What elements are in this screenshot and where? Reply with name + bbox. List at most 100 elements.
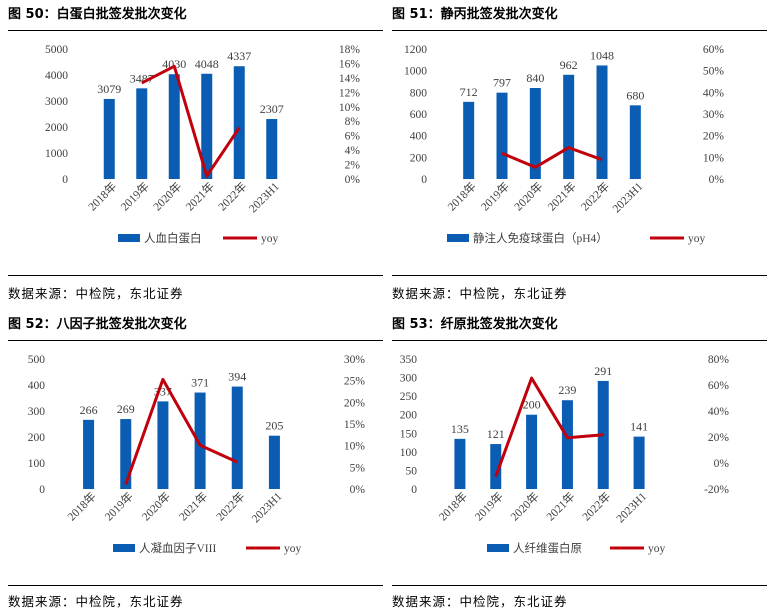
chart-svg: 0 50 100 150 200 250 300 350 -20% 0% 20% 40% 60% 80% 1…: [400, 354, 730, 555]
source-note: 数据来源：中检院，东北证券: [392, 594, 568, 609]
x-tick-label: 2020年: [150, 179, 184, 213]
y2-tick-label: 20%: [708, 432, 730, 444]
y2-tick-label: 60%: [708, 380, 730, 392]
data-label: 394: [228, 370, 246, 384]
y2-tick-label: 50%: [703, 66, 725, 78]
data-label: 239: [558, 383, 576, 397]
x-tick-label: 2021年: [543, 489, 577, 523]
y2-tick-label: 10%: [344, 441, 366, 453]
y-tick-label: 800: [410, 87, 428, 99]
bar: [266, 119, 278, 179]
x-tick-label: 2022年: [213, 489, 247, 523]
yoy-line: [494, 376, 604, 478]
y-tick-label: 0: [421, 174, 427, 186]
chart-panel-51: 图 51：静丙批签发批次变化 0 200 400 600 800 1000 1200 0% 10…: [392, 4, 767, 304]
y2-tick-label: 14%: [339, 73, 361, 85]
data-label: 200: [523, 398, 541, 412]
y2-tick-label: 4%: [345, 145, 361, 157]
y-tick-label: 300: [28, 406, 46, 418]
bar: [268, 435, 280, 489]
data-label: 962: [560, 58, 578, 72]
y-tick-label: 150: [400, 428, 418, 440]
source-rule: [392, 585, 767, 586]
y-tick-label: 600: [410, 109, 428, 121]
data-label: 1048: [590, 48, 614, 62]
chart-title: 图 51：静丙批签发批次变化: [392, 7, 558, 22]
y-tick-label: 2000: [45, 122, 68, 134]
y2-tick-label: 5%: [350, 462, 366, 474]
legend-swatch-bar: [113, 544, 135, 552]
y2-tick-label: 8%: [345, 116, 361, 128]
y-tick-label: 3000: [45, 96, 68, 108]
y-tick-label: 100: [28, 458, 46, 470]
x-tick-label: 2023H1: [247, 180, 282, 215]
legend-label-bar: 人血白蛋白: [144, 231, 202, 245]
y2-tick-label: 15%: [344, 419, 366, 431]
x-tick-label: 2021年: [183, 179, 217, 213]
y2-tick-label: 0%: [714, 458, 730, 470]
y-tick-label: 1200: [404, 44, 427, 56]
title-rule: [392, 340, 767, 341]
bar: [136, 88, 148, 179]
chart-svg: 0 1000 2000 3000 4000 5000 0% 2% 4% 6% 8% 10% 12% 14%…: [45, 44, 361, 245]
y2-tick-label: 0%: [345, 174, 361, 186]
y2-tick-label: 60%: [703, 44, 725, 56]
y2-tick-label: 10%: [339, 102, 361, 114]
y2-tick-label: 10%: [703, 152, 725, 164]
data-label: 266: [80, 403, 98, 417]
bar: [233, 66, 245, 179]
data-label: 4048: [195, 57, 219, 71]
data-label: 135: [451, 422, 469, 436]
y2-tick-label: 40%: [703, 87, 725, 99]
x-tick-label: 2022年: [579, 489, 613, 523]
bar: [454, 438, 466, 489]
legend-swatch-bar: [487, 544, 509, 552]
y2-tick-label: 12%: [339, 87, 361, 99]
chart-svg: 0 200 400 600 800 1000 1200 0% 10% 20% 30% 40% 50% 60…: [404, 44, 725, 245]
chart-title: 图 50：白蛋白批签发批次变化: [8, 7, 187, 22]
bar: [168, 74, 180, 179]
x-tick-label: 2019年: [118, 179, 152, 213]
title-rule: [8, 30, 383, 31]
title-rule: [8, 340, 383, 341]
data-label: 269: [117, 402, 135, 416]
bar: [596, 65, 608, 179]
bar: [561, 400, 573, 489]
y-tick-label: 50: [406, 465, 418, 477]
data-label: 797: [493, 76, 511, 90]
y-tick-label: 0: [62, 174, 68, 186]
x-tick-label: 2019年: [102, 489, 136, 523]
legend-label-bar: 静注人免疫球蛋白（pH4）: [473, 231, 608, 245]
x-tick-label: 2018年: [85, 179, 119, 213]
x-tick-label: 2021年: [544, 179, 578, 213]
bar: [157, 401, 169, 489]
data-label: 3487: [130, 71, 154, 85]
legend-label-line: yoy: [261, 233, 279, 245]
legend-swatch-bar: [447, 234, 469, 242]
y-tick-label: 250: [400, 391, 418, 403]
y-tick-label: 200: [28, 432, 46, 444]
y2-tick-label: 6%: [345, 131, 361, 143]
x-tick-label: 2018年: [436, 489, 470, 523]
y-tick-label: 100: [400, 447, 418, 459]
x-tick-label: 2018年: [444, 179, 478, 213]
x-tick-label: 2020年: [139, 489, 173, 523]
chart-svg: 0 100 200 300 400 500 0% 5% 10% 15% 20% 25% 30% 266 20…: [28, 354, 366, 555]
x-tick-label: 2022年: [578, 179, 612, 213]
bar: [563, 74, 575, 179]
y2-tick-label: 0%: [709, 174, 725, 186]
y2-tick-label: 25%: [344, 376, 366, 388]
data-label: 141: [630, 420, 648, 434]
chart-panel-50: 图 50：白蛋白批签发批次变化 0 1000 2000 3000 4000 5000 0% 2…: [8, 4, 383, 304]
yoy-line: [141, 64, 241, 178]
x-tick-label: 2021年: [176, 489, 210, 523]
legend-label-bar: 人凝血因子VIII: [139, 541, 216, 555]
source-rule: [8, 585, 383, 586]
x-tick-label: 2023H1: [615, 490, 650, 525]
y-tick-label: 300: [400, 373, 418, 385]
y2-tick-label: 16%: [339, 58, 361, 70]
y2-tick-label: 0%: [350, 484, 366, 496]
data-label: 680: [626, 88, 644, 102]
data-label: 205: [265, 419, 283, 433]
title-rule: [392, 30, 767, 31]
